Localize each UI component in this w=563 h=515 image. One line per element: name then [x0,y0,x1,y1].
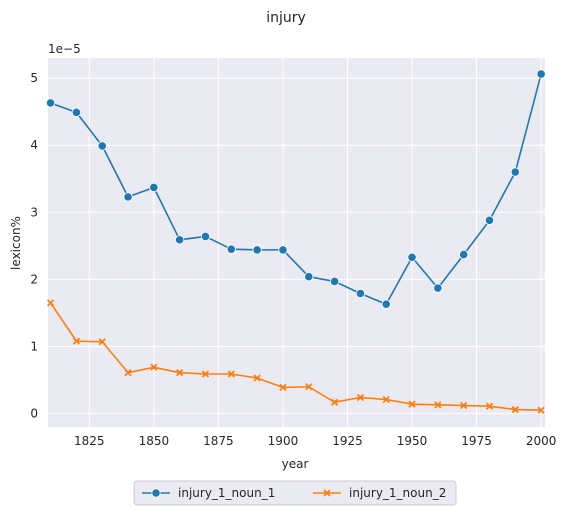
legend-marker [151,488,161,498]
data-point [329,276,340,287]
data-point [150,363,158,371]
data-point [227,370,235,378]
series-injury_1_noun_2 [46,299,545,414]
x-marker-stroke [434,401,442,409]
x-tick-label: 1875 [203,434,234,448]
legend-item: injury_1_noun_2 [313,486,446,500]
x-tick-label: 1850 [139,434,170,448]
x-marker-stroke [279,383,287,392]
x-marker-stroke [537,406,545,414]
data-point [460,401,468,410]
x-marker-stroke [176,369,184,377]
series-injury_1_noun_1 [45,69,546,309]
y-tick-label: 1 [30,339,38,353]
legend-frame [133,480,457,506]
data-point [124,369,132,377]
legend: injury_1_noun_1 injury_1_noun_2 [133,480,457,506]
x-marker-stroke [323,489,331,497]
data-point [459,249,469,260]
data-point [72,337,81,345]
x-marker-stroke [46,299,55,307]
x-marker-stroke [356,393,365,402]
data-point [408,400,416,408]
x-tick-label: 2000 [526,434,557,448]
x-marker-stroke [382,395,390,404]
x-marker-stroke [330,398,339,406]
x-marker-stroke [124,369,132,377]
data-point [382,395,390,404]
data-point [149,182,159,193]
data-point [330,398,339,406]
data-point [355,288,365,299]
data-point [484,215,495,225]
x-marker-stroke [485,402,494,410]
data-point [176,369,184,377]
x-marker-stroke [253,374,261,382]
x-marker-stroke [150,363,158,371]
data-point [485,402,494,410]
legend-item: injury_1_noun_1 [142,486,275,500]
data-point [536,69,546,79]
y-axis-label: lexicon% [9,216,23,270]
y-offset-label: 1e−5 [48,42,81,56]
x-marker-stroke [201,370,210,378]
y-tick-label: 4 [30,138,38,152]
y-tick-label: 5 [30,71,38,85]
data-point [46,299,55,307]
x-tick-label: 1975 [461,434,492,448]
y-tick-label: 2 [30,272,38,286]
x-marker-stroke [305,383,313,391]
data-point [279,383,287,392]
data-point [356,393,365,402]
x-marker-stroke [408,400,416,408]
data-point [71,107,82,117]
x-tick-label: 1900 [268,434,299,448]
legend-label: injury_1_noun_2 [349,486,446,500]
x-axis-ticks: 1825 1850 1875 1900 1925 1950 1975 2000 [74,434,556,448]
legend-entries: injury_1_noun_1 injury_1_noun_2 [142,486,446,500]
data-point [252,245,262,255]
x-marker-stroke [511,405,519,414]
data-point [510,167,520,177]
data-point [201,370,210,378]
x-tick-label: 1925 [332,434,363,448]
data-point [98,338,106,346]
data-point [511,405,519,414]
data-point [433,283,443,293]
data-point [381,299,391,309]
x-marker-stroke [72,337,81,345]
plot-area [48,58,545,427]
legend-label: injury_1_noun_1 [178,486,275,500]
data-point [434,401,442,409]
series-layer [45,69,546,414]
series-line [49,302,542,412]
data-point [304,272,314,282]
x-marker-stroke [98,338,106,346]
chart-title: injury [266,10,306,26]
data-point [200,231,211,242]
data-point [123,192,133,202]
data-point [45,98,56,108]
y-axis-ticks: 0 1 2 3 4 5 [30,71,38,420]
x-tick-label: 1825 [74,434,105,448]
y-tick-label: 0 [30,407,38,421]
legend-marker [323,489,331,497]
x-marker-stroke [227,370,235,378]
x-tick-label: 1950 [397,434,428,448]
data-point [537,406,545,414]
y-tick-label: 3 [30,205,38,219]
data-point [253,374,261,382]
x-axis-label: year [282,457,309,471]
data-point [407,252,417,262]
data-point [278,245,288,255]
data-point [175,235,185,245]
data-point [97,141,107,151]
x-marker-stroke [460,401,468,410]
data-point [226,244,236,254]
data-point [305,383,313,391]
